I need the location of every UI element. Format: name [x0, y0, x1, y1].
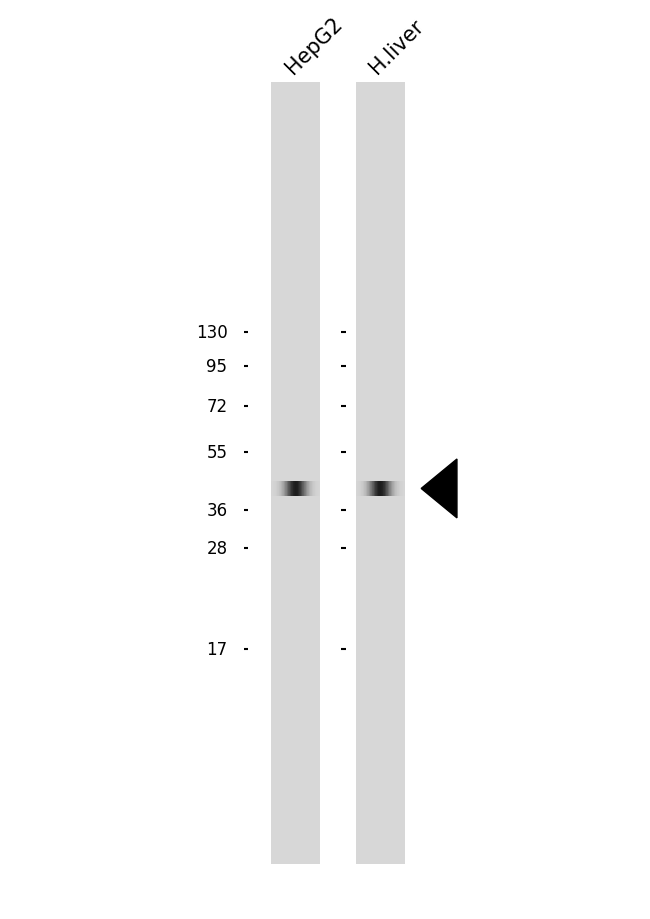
- Text: 72: 72: [206, 397, 228, 415]
- Text: 17: 17: [206, 641, 228, 659]
- Text: H.liver: H.liver: [366, 17, 428, 78]
- Text: 36: 36: [206, 501, 228, 519]
- Text: 55: 55: [207, 443, 228, 461]
- Bar: [356, 83, 404, 864]
- Polygon shape: [421, 460, 457, 518]
- Text: 130: 130: [196, 323, 228, 342]
- Text: HepG2: HepG2: [281, 14, 346, 78]
- Text: 28: 28: [206, 539, 228, 558]
- Bar: [272, 83, 320, 864]
- Text: 95: 95: [207, 357, 228, 376]
